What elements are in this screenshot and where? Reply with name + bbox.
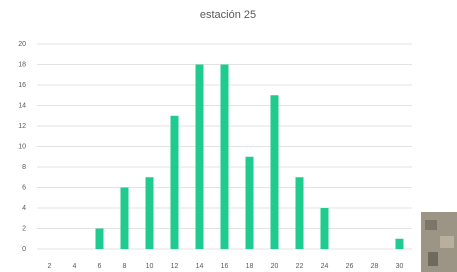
bar	[221, 65, 229, 250]
x-tick-label: 8	[123, 263, 127, 270]
y-tick-label: 8	[22, 164, 26, 171]
x-tick-label: 28	[371, 263, 379, 270]
y-tick-label: 4	[22, 205, 26, 212]
x-tick-label: 12	[171, 263, 179, 270]
x-tick-label: 2	[48, 263, 52, 270]
y-tick-label: 16	[18, 82, 26, 89]
y-tick-label: 0	[22, 246, 26, 253]
x-tick-label: 20	[271, 263, 279, 270]
bar	[96, 229, 104, 250]
bar	[396, 239, 404, 249]
x-tick-label: 4	[73, 263, 77, 270]
photo-texture	[425, 220, 437, 230]
photo-texture	[440, 236, 454, 248]
chart: estación 25 0246810121416182024681012141…	[0, 0, 457, 272]
y-tick-label: 10	[18, 143, 26, 150]
x-tick-label: 14	[196, 263, 204, 270]
y-tick-label: 18	[18, 61, 26, 68]
x-tick-label: 22	[296, 263, 304, 270]
bar	[146, 177, 154, 249]
photo-texture	[428, 252, 438, 266]
y-tick-label: 14	[18, 102, 26, 109]
x-tick-label: 6	[98, 263, 102, 270]
y-tick-label: 2	[22, 225, 26, 232]
x-tick-label: 30	[396, 263, 404, 270]
chart-title: estación 25	[200, 9, 256, 21]
bar	[246, 157, 254, 249]
x-tick-label: 16	[221, 263, 229, 270]
x-tick-label: 18	[246, 263, 254, 270]
y-tick-label: 12	[18, 123, 26, 130]
bar	[271, 95, 279, 249]
y-tick-label: 20	[18, 41, 26, 48]
x-tick-label: 26	[346, 263, 354, 270]
bar	[296, 177, 304, 249]
y-tick-label: 6	[22, 184, 26, 191]
page: {"chart_data": {"type": "bar", "title": …	[0, 0, 457, 272]
bar	[171, 116, 179, 249]
corner-photo	[421, 212, 457, 272]
bar	[121, 188, 129, 250]
bar	[321, 208, 329, 249]
x-tick-label: 10	[146, 263, 154, 270]
bar	[196, 65, 204, 250]
x-tick-label: 24	[321, 263, 329, 270]
